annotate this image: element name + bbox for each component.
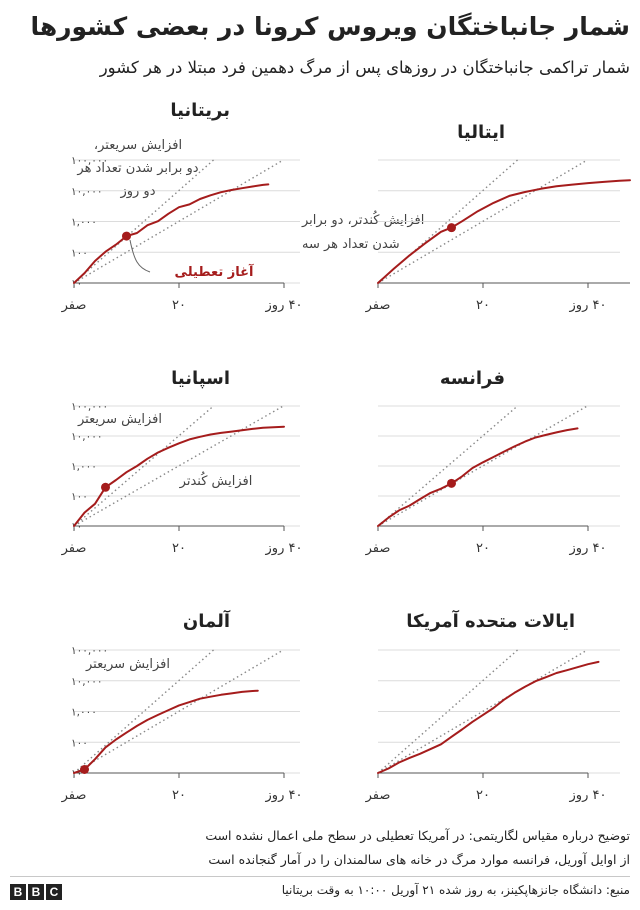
y-tick-label: ۱۰۰ xyxy=(71,737,88,749)
annotation-faster: افزایش سریعتر، xyxy=(94,138,182,153)
lockdown-marker xyxy=(447,223,456,233)
annotation-faster: افزایش سریعتر xyxy=(85,657,170,672)
x-tick-label: ۲۰ xyxy=(172,298,186,313)
x-tick-label: ۴۰ روز xyxy=(569,541,607,556)
x-tick-label: ۲۰ xyxy=(476,788,490,803)
series-line xyxy=(73,183,270,284)
bbc-logo-letter: B xyxy=(10,884,26,900)
y-tick-label: ۱۰۰,۰۰۰ xyxy=(71,645,108,657)
x-tick-label: صفر xyxy=(365,788,391,803)
series-line xyxy=(73,689,259,774)
reference-line-fast xyxy=(73,405,214,527)
y-tick-label: ۱۰۰,۰۰۰ xyxy=(71,401,108,413)
x-tick-label: ۲۰ xyxy=(172,788,186,803)
bbc-logo: B B C xyxy=(10,884,62,900)
panel-title-italy: ایتالیا xyxy=(457,122,505,143)
lockdown-marker xyxy=(101,482,110,492)
y-tick-label: ۱۰,۰۰۰ xyxy=(71,676,103,688)
chart-plot-germany: ۱۰ ۱۰۰ ۱,۰۰۰ ۱۰,۰۰۰ ۱۰۰,۰۰۰ صفر ۲۰ ۴۰ روز افزایش… xyxy=(61,645,303,803)
x-tick-label: ۴۰ روز xyxy=(569,298,607,313)
chart-panel-italy: ایتالیا صفر ۲۰ ۴۰ روز xyxy=(330,100,631,370)
note-log-scale: توضیح درباره مقیاس لگاریتمی: در آمریکا ت… xyxy=(205,828,630,843)
annotation-slower: افزایش کُندتر، دو برابر xyxy=(301,210,424,228)
reference-line-fast xyxy=(377,405,518,527)
y-tick-label: ۱۰ xyxy=(71,521,82,533)
note-france: از اوایل آوریل، فرانسه موارد مرگ در خانه… xyxy=(208,852,630,867)
chart-plot-italy: صفر ۲۰ ۴۰ روز xyxy=(365,159,631,313)
y-tick-label: ۱,۰۰۰ xyxy=(71,461,97,473)
x-tick-label: ۲۰ xyxy=(476,298,490,313)
lockdown-marker xyxy=(447,478,456,488)
annotation-faster: افزایش سریعتر xyxy=(77,412,162,427)
bbc-logo-letter: C xyxy=(46,884,62,900)
x-tick-label: ۴۰ روز xyxy=(265,298,303,313)
x-tick-label: ۴۰ روز xyxy=(569,788,607,803)
y-tick-label: ۱۰,۰۰۰ xyxy=(71,186,103,198)
chart-plot-usa: صفر ۲۰ ۴۰ روز xyxy=(365,649,620,803)
x-tick-label: ۴۰ روز xyxy=(265,788,303,803)
y-tick-label: ۱,۰۰۰ xyxy=(71,707,97,719)
series-line xyxy=(377,179,631,284)
x-tick-label: صفر xyxy=(61,541,87,556)
annotation-faster: دو برابر شدن تعداد هر xyxy=(76,161,198,176)
annotation-lockdown: آغاز تعطیلی xyxy=(175,263,254,280)
x-tick-label: ۲۰ xyxy=(172,541,186,556)
series-line xyxy=(377,660,600,774)
y-tick-label: ۱۰۰ xyxy=(71,247,88,259)
bbc-logo-letter: B xyxy=(28,884,44,900)
chart-panel-germany: آلمان ۱۰ ۱۰۰ ۱,۰۰۰ ۱۰,۰۰۰ ۱۰۰,۰۰۰ صفر ۲۰ ۴۰ روز… xyxy=(10,608,310,878)
lockdown-marker xyxy=(122,231,131,241)
lockdown-pointer xyxy=(129,239,151,273)
footer-divider xyxy=(10,876,630,877)
annotation-faster: دو روز xyxy=(119,184,155,199)
lockdown-marker xyxy=(80,764,89,774)
panel-title-usa: ایالات متحده آمریکا xyxy=(406,611,575,632)
y-tick-label: ۱۰۰,۰۰۰ xyxy=(71,155,108,167)
y-tick-label: ۱۰ xyxy=(71,768,82,780)
series-line xyxy=(377,427,579,527)
chart-panel-uk: بریتانیا ۱۰ ۱۰۰ ۱,۰۰۰ ۱۰,۰۰۰ ۱۰۰,۰۰۰ صفر ۲۰ ۴۰ … xyxy=(10,100,425,370)
chart-plot-uk: ۱۰ ۱۰۰ ۱,۰۰۰ ۱۰,۰۰۰ ۱۰۰,۰۰۰ صفر ۲۰ ۴۰ روز افزایش… xyxy=(61,138,425,313)
chart-plot-spain: ۱۰ ۱۰۰ ۱,۰۰۰ ۱۰,۰۰۰ ۱۰۰,۰۰۰ صفر ۲۰ ۴۰ روز افزایش… xyxy=(61,401,303,556)
x-tick-label: ۴۰ روز xyxy=(265,541,303,556)
x-tick-label: صفر xyxy=(365,298,391,313)
chart-panel-france: فرانسه صفر ۲۰ ۴۰ روز xyxy=(330,365,630,635)
y-tick-label: ۱۰,۰۰۰ xyxy=(71,431,103,443)
chart-plot-france: صفر ۲۰ ۴۰ روز xyxy=(365,405,620,556)
panel-title-spain: اسپانیا xyxy=(171,368,230,389)
y-tick-label: ۱,۰۰۰ xyxy=(71,217,97,229)
annotation-slower: شدن تعداد هر سه xyxy=(302,237,400,252)
chart-panel-usa: ایالات متحده آمریکا صفر ۲۰ ۴۰ روز xyxy=(330,608,630,878)
source-note: منبع: دانشگاه جانزهاپکینز، به روز شده ۲۱… xyxy=(281,883,630,897)
panel-title-germany: آلمان xyxy=(182,611,230,632)
x-tick-label: صفر xyxy=(365,541,391,556)
x-tick-label: صفر xyxy=(61,298,87,313)
chart-title: شمار جانباختگان ویروس کرونا در بعضی کشور… xyxy=(30,12,630,41)
chart-subtitle: شمار تراکمی جانباختگان در روزهای پس از م… xyxy=(99,58,630,77)
x-tick-label: صفر xyxy=(61,788,87,803)
x-tick-label: ۲۰ xyxy=(476,541,490,556)
annotation-slower: افزایش کُندتر xyxy=(179,471,253,489)
y-tick-label: ۱۰ xyxy=(71,278,82,290)
y-tick-label: ۱۰۰ xyxy=(71,491,88,503)
chart-panel-spain: اسپانیا ۱۰ ۱۰۰ ۱,۰۰۰ ۱۰,۰۰۰ ۱۰۰,۰۰۰ صفر ۲۰ ۴۰ ر… xyxy=(10,365,310,635)
panel-title-uk: بریتانیا xyxy=(170,100,230,121)
panel-title-france: فرانسه xyxy=(439,368,505,389)
